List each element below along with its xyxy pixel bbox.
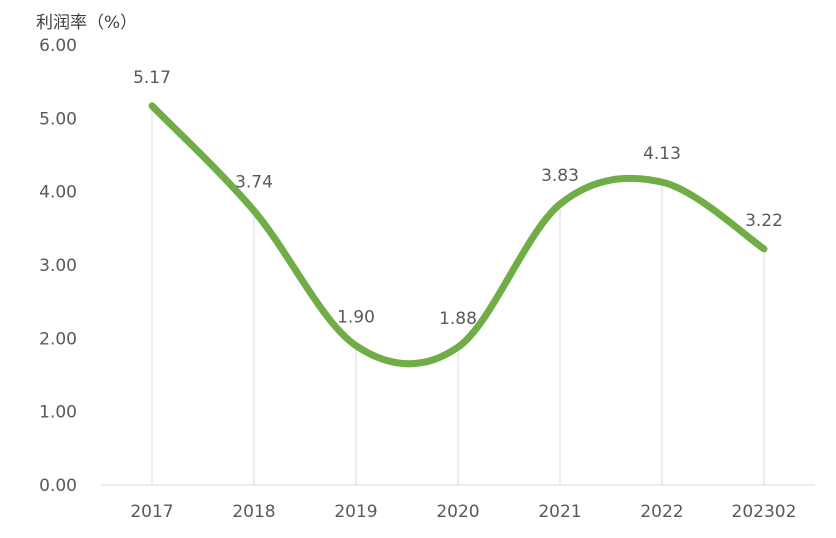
data-label-2019: 1.90 [337, 308, 375, 328]
y-tick-label: 3.00 [39, 256, 77, 276]
y-tick-label: 5.00 [39, 109, 77, 129]
x-tick-label-2022: 2022 [640, 502, 683, 522]
y-tick-label: 0.00 [39, 476, 77, 496]
x-tick-label-2017: 2017 [130, 502, 173, 522]
x-tick-label-2021: 2021 [538, 502, 581, 522]
x-tick-label-2020: 2020 [436, 502, 479, 522]
y-tick-label: 1.00 [39, 403, 77, 423]
data-label-2018: 3.74 [235, 173, 273, 193]
y-tick-label: 4.00 [39, 183, 77, 203]
drop-lines [151, 105, 765, 485]
data-labels: 5.17 3.74 1.90 1.88 3.83 4.13 3.22 [133, 68, 783, 329]
data-label-2020: 1.88 [439, 309, 477, 329]
y-tick-label: 2.00 [39, 329, 77, 349]
x-tick-label-2019: 2019 [334, 502, 377, 522]
data-label-2022: 4.13 [643, 144, 681, 164]
y-axis-tick-labels: 0.00 1.00 2.00 3.00 4.00 5.00 6.00 [39, 36, 77, 496]
x-tick-label-202302: 202302 [732, 502, 797, 522]
data-label-202302: 3.22 [745, 211, 783, 231]
series-line [148, 102, 768, 368]
x-tick-label-2018: 2018 [232, 502, 275, 522]
x-axis-tick-labels: 2017 2018 2019 2020 2021 2022 202302 [130, 502, 796, 522]
y-axis-title: 利润率（%） [36, 13, 137, 33]
data-label-2017: 5.17 [133, 68, 171, 88]
y-tick-label: 6.00 [39, 36, 77, 56]
data-label-2021: 3.83 [541, 166, 579, 186]
